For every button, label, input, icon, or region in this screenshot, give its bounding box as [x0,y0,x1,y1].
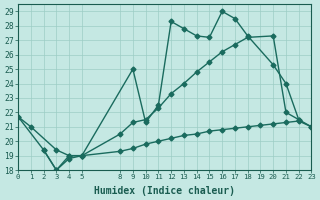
X-axis label: Humidex (Indice chaleur): Humidex (Indice chaleur) [94,186,235,196]
